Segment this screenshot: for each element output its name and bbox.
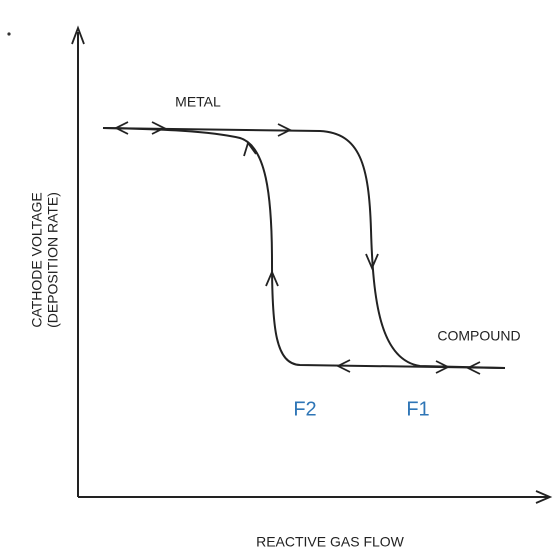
y-axis-arrow xyxy=(71,25,85,45)
reverse-curve xyxy=(102,127,506,369)
compound-label: COMPOUND xyxy=(437,328,520,344)
f1-label: F1 xyxy=(406,398,429,420)
x-axis-arrow xyxy=(535,490,553,504)
x-axis-label: REACTIVE GAS FLOW xyxy=(256,534,405,550)
metal-label: METAL xyxy=(175,94,221,110)
arrow xyxy=(265,269,279,287)
arrow xyxy=(151,121,167,135)
y-axis-label: (DEPOSITION RATE) xyxy=(45,192,61,328)
arrow xyxy=(243,141,257,157)
arrow xyxy=(465,361,481,375)
arrow xyxy=(365,253,379,271)
arrow xyxy=(435,360,451,374)
arrow xyxy=(277,123,293,137)
f2-label: F2 xyxy=(293,398,316,420)
forward-curve xyxy=(102,127,506,369)
y-axis-label: CATHODE VOLTAGE xyxy=(29,192,45,327)
arrow xyxy=(113,121,129,135)
arrow xyxy=(335,359,351,373)
dot xyxy=(7,32,11,36)
